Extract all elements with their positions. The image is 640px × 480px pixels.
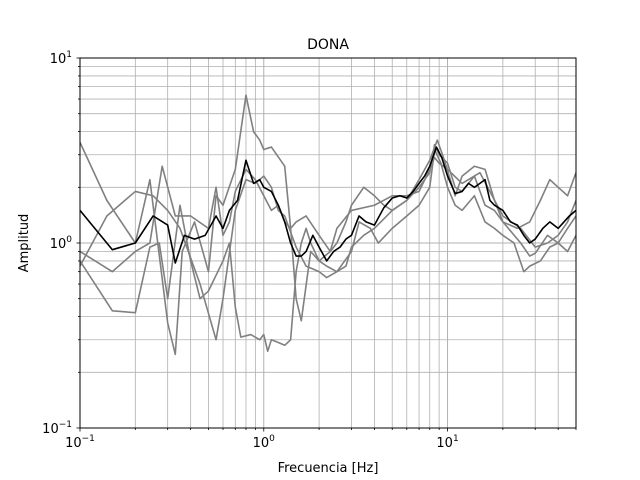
- series-line-mean: [80, 146, 576, 264]
- series-line-2: [80, 156, 576, 353]
- x-tick-exponent: 1: [453, 434, 459, 444]
- y-axis-label: Amplitud: [17, 214, 32, 273]
- x-tick-exponent: −1: [82, 434, 95, 444]
- y-tick-exponent: 1: [66, 50, 72, 60]
- y-tick-exponent: 0: [66, 235, 72, 245]
- x-axis-label: Frecuencia [Hz]: [278, 461, 379, 476]
- series-line-4: [80, 148, 576, 341]
- series-line-3: [80, 139, 576, 273]
- chart-title: DONA: [307, 37, 349, 53]
- grid: [79, 57, 577, 429]
- series-line-1: [80, 94, 576, 356]
- series-group: [80, 94, 576, 356]
- y-tick-exponent: −1: [59, 420, 72, 430]
- x-tick-exponent: 0: [269, 434, 275, 444]
